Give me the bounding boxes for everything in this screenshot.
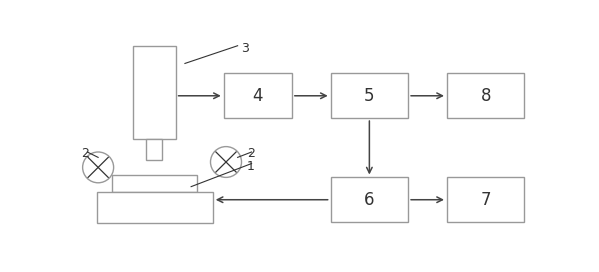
Bar <box>331 177 408 222</box>
Text: 4: 4 <box>253 87 263 105</box>
Text: 5: 5 <box>364 87 374 105</box>
Text: 3: 3 <box>241 42 249 55</box>
Bar <box>331 73 408 118</box>
Ellipse shape <box>210 147 241 177</box>
Text: 1: 1 <box>247 160 255 173</box>
Bar <box>112 175 197 192</box>
Text: 2: 2 <box>247 147 255 160</box>
Bar <box>133 47 176 139</box>
Text: 2: 2 <box>81 147 89 160</box>
Bar <box>223 73 292 118</box>
Bar <box>146 139 162 160</box>
Bar <box>447 177 524 222</box>
Text: 6: 6 <box>364 191 374 209</box>
Bar <box>447 73 524 118</box>
Text: 7: 7 <box>480 191 491 209</box>
Text: 8: 8 <box>480 87 491 105</box>
Bar <box>96 192 213 223</box>
Ellipse shape <box>83 152 114 183</box>
